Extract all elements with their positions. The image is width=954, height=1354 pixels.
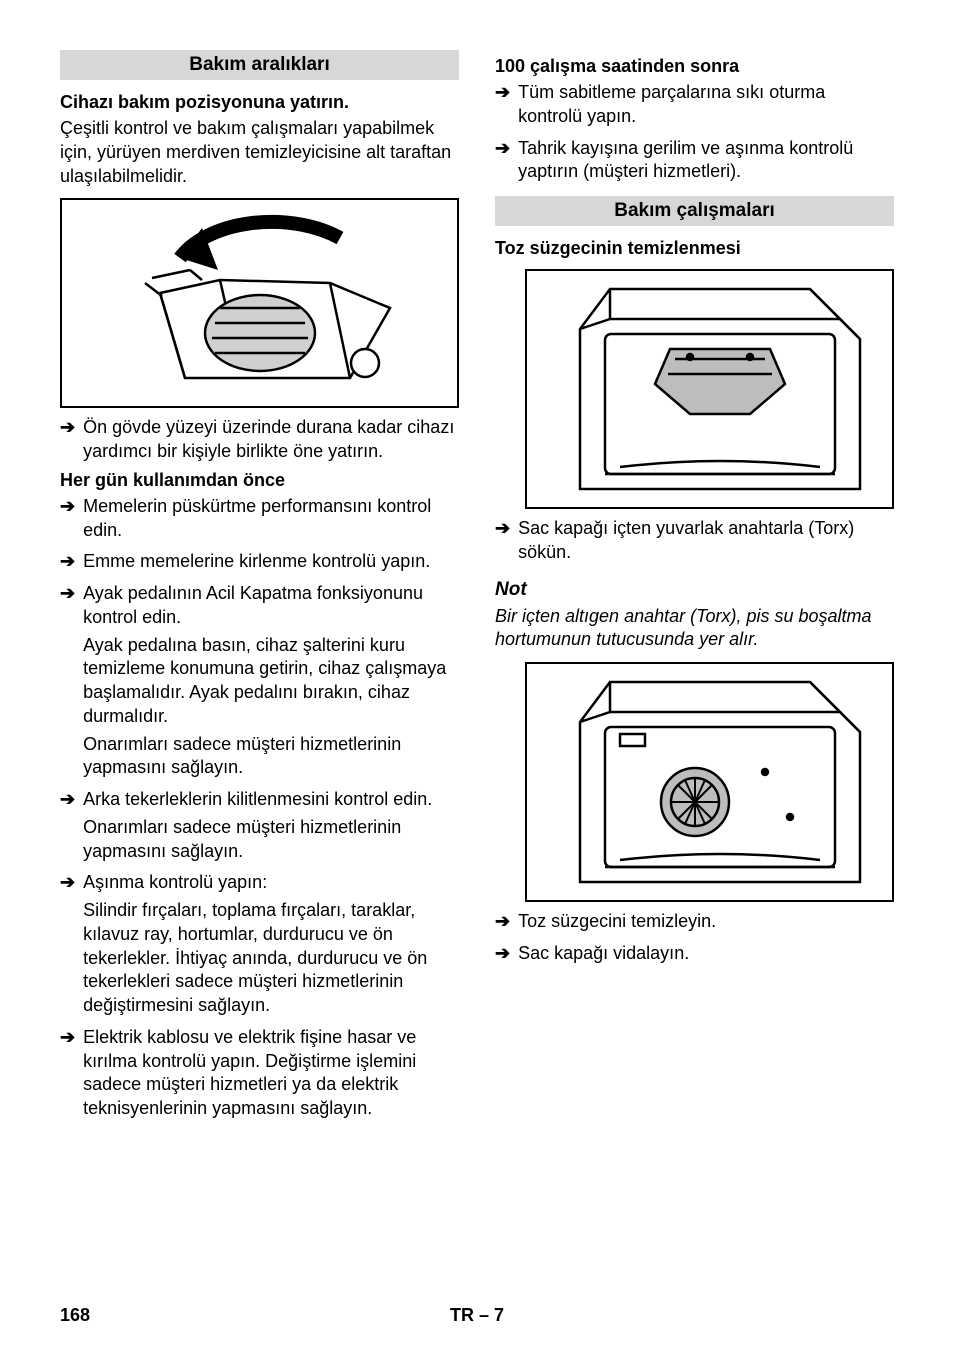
bullet-text: Sac kapağı içten yuvarlak anahtarla (Tor… — [518, 517, 894, 565]
bullet-text: Emme memelerine kirlenme kontrolü yapın. — [83, 550, 459, 578]
arrow-icon: ➔ — [495, 942, 510, 966]
page-number: 168 — [60, 1305, 90, 1326]
arrow-icon: ➔ — [60, 1026, 75, 1050]
arrow-icon: ➔ — [495, 517, 510, 541]
arrow-icon: ➔ — [495, 81, 510, 105]
after-100h-list: ➔ Tüm sabitleme parçalarına sıkı oturma k… — [495, 81, 894, 188]
section-heading-maintenance-work: Bakım çalışmaları — [495, 196, 894, 226]
clean-filter-illustration — [550, 672, 870, 892]
bullet-text: Tahrik kayışına gerilim ve aşınma kontro… — [518, 137, 894, 189]
arrow-icon: ➔ — [60, 416, 75, 440]
left-column: Bakım aralıkları Cihazı bakım pozisyonun… — [60, 50, 459, 1131]
arrow-icon: ➔ — [60, 582, 75, 606]
arrow-icon: ➔ — [495, 910, 510, 934]
bullet-text: Toz süzgecini temizleyin. — [518, 910, 894, 938]
note-label: Not — [495, 579, 894, 601]
page-footer: 168 TR – 7 — [0, 1305, 954, 1326]
bullet-text: Elektrik kablosu ve elektrik fişine hasa… — [83, 1026, 459, 1125]
figure2-bullets: ➔ Sac kapağı içten yuvarlak anahtarla (T… — [495, 517, 894, 565]
figure3-bullets: ➔ Toz süzgecini temizleyin. ➔ Sac kapağı vi… — [495, 910, 894, 970]
daily-checks-list: ➔ Memelerin püskürtme performansını kontr… — [60, 495, 459, 1125]
arrow-icon: ➔ — [60, 788, 75, 812]
section-heading-maintenance-intervals: Bakım aralıkları — [60, 50, 459, 80]
figure-remove-cover — [525, 269, 894, 509]
figure-clean-filter — [525, 662, 894, 902]
intro-text: Çeşitli kontrol ve bakım çalışmaları yap… — [60, 117, 459, 188]
bullet-text: Arka tekerleklerin kilitlenmesini kontro… — [83, 788, 459, 867]
note-text: Bir içten altıgen anahtar (Torx), pis su… — [495, 605, 894, 653]
remove-cover-illustration — [550, 279, 870, 499]
subheading-daily-before-use: Her gün kullanımdan önce — [60, 470, 459, 491]
bullet-text: Memelerin püskürtme performansını kontro… — [83, 495, 459, 547]
arrow-icon: ➔ — [60, 550, 75, 574]
figure1-bullets: ➔ Ön gövde yüzeyi üzerinde durana kadar … — [60, 416, 459, 464]
subheading-after-100h: 100 çalışma saatinden sonra — [495, 56, 894, 77]
bullet-text: Sac kapağı vidalayın. — [518, 942, 894, 970]
subheading-maintenance-position: Cihazı bakım pozisyonuna yatırın. — [60, 92, 459, 113]
bullet-text: Ön gövde yüzeyi üzerinde durana kadar ci… — [83, 416, 459, 464]
bullet-text: Tüm sabitleme parçalarına sıkı oturma ko… — [518, 81, 894, 133]
arrow-icon: ➔ — [60, 495, 75, 519]
arrow-icon: ➔ — [60, 871, 75, 895]
bullet-text: Aşınma kontrolü yapın:Silindir fırçaları… — [83, 871, 459, 1022]
footer-lang-seq: TR – 7 — [450, 1305, 504, 1326]
subheading-dust-filter-clean: Toz süzgecinin temizlenmesi — [495, 238, 894, 259]
bullet-text: Ayak pedalının Acil Kapatma fonksiyonunu… — [83, 582, 459, 784]
arrow-icon: ➔ — [495, 137, 510, 161]
tilt-device-illustration — [90, 208, 430, 398]
right-column: 100 çalışma saatinden sonra ➔ Tüm sabitle… — [495, 50, 894, 1131]
figure-tilt-device — [60, 198, 459, 408]
